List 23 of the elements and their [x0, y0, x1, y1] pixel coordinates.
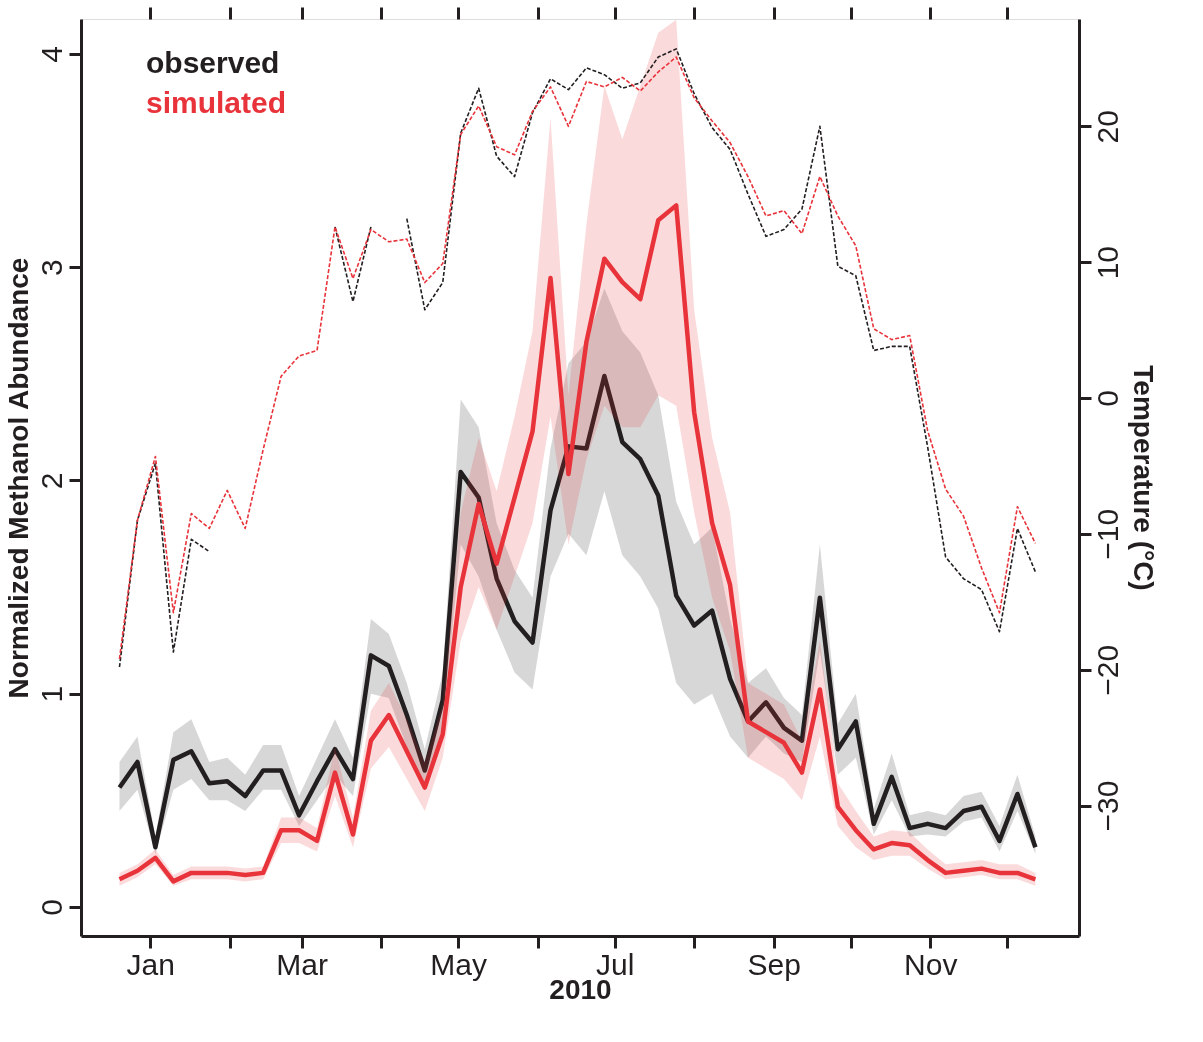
y2-axis-title: Temperature (°C)	[1127, 365, 1159, 591]
x-tick-label: Jul	[595, 947, 635, 981]
y2-tick-label: −30	[1090, 780, 1124, 832]
y2-tick-label: 10	[1090, 245, 1124, 280]
legend-label: observed	[146, 46, 280, 79]
line-series	[117, 203, 1038, 884]
y-tick-label: 4	[34, 46, 68, 63]
y-axis-title: Normalized Methanol Abundance	[2, 257, 34, 699]
x-tick-label: May	[430, 947, 487, 981]
y2-tick-label: −20	[1090, 644, 1124, 696]
y2-tick-label: 0	[1090, 390, 1124, 407]
x-tick-label: Sep	[747, 947, 801, 981]
y-tick-label: 3	[34, 259, 68, 277]
y-tick-label: 2	[34, 472, 68, 490]
x-tick-label: Nov	[904, 947, 958, 981]
y2-tick-label: −10	[1090, 508, 1124, 560]
x-tick-label: Mar	[276, 947, 328, 981]
x-tick-label: Jan	[126, 947, 175, 981]
line-series	[117, 373, 1038, 850]
y-tick-label: 0	[34, 899, 68, 916]
y2-tick-label: 20	[1090, 110, 1124, 144]
text: simulated	[146, 86, 287, 119]
y-tick-label: 1	[34, 685, 68, 703]
